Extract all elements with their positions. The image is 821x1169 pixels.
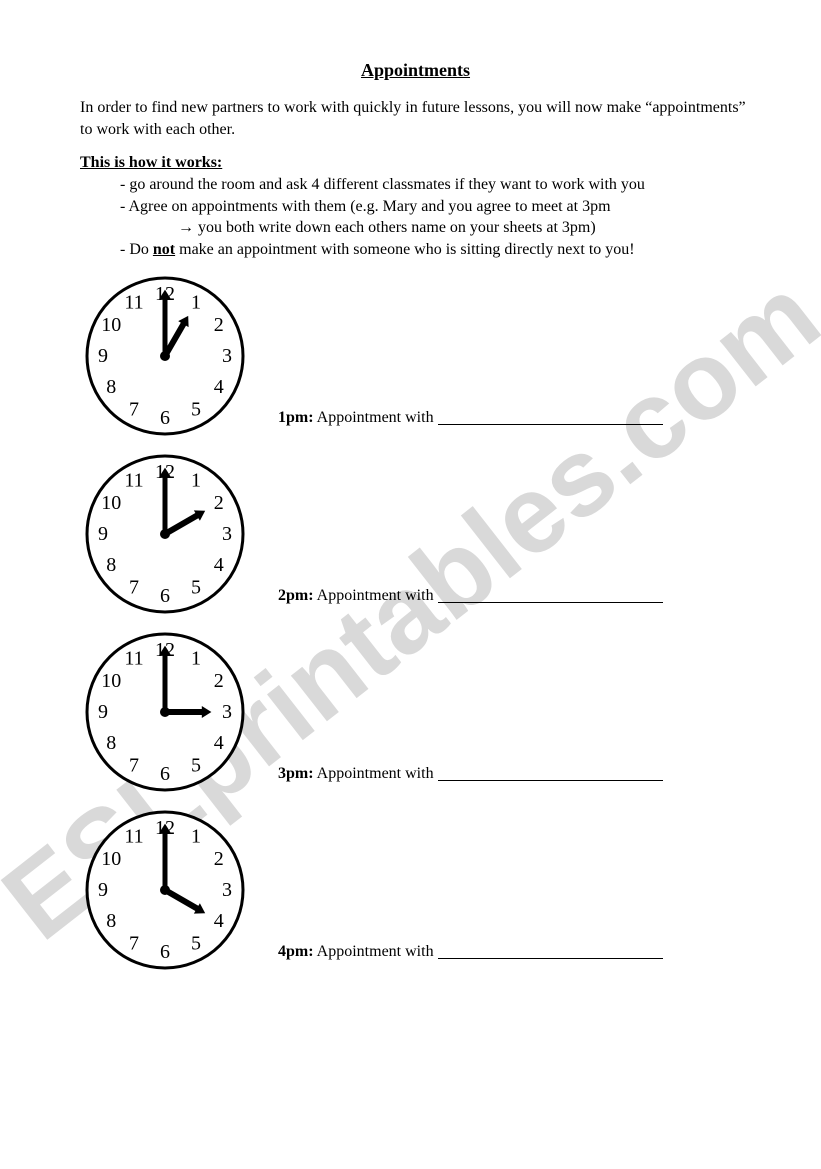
svg-text:1: 1 — [191, 825, 201, 847]
svg-text:4: 4 — [214, 376, 224, 398]
svg-text:10: 10 — [101, 314, 121, 336]
svg-text:9: 9 — [98, 879, 108, 901]
instruction-emphasis: not — [153, 241, 175, 258]
worksheet-page: Appointments In order to find new partne… — [0, 0, 821, 1023]
clock-rows-container: 1234567891011121pm: Appointment with 123… — [80, 271, 751, 975]
svg-text:8: 8 — [106, 376, 116, 398]
svg-text:7: 7 — [129, 576, 139, 598]
instructions-heading: This is how it works: — [80, 154, 751, 172]
clock-icon: 123456789101112 — [80, 627, 250, 797]
instruction-arrow-line: → you both write down each others name o… — [138, 219, 596, 236]
instruction-item: Agree on appointments with them (e.g. Ma… — [120, 196, 751, 239]
appointment-with-text: Appointment with — [314, 587, 438, 604]
svg-text:7: 7 — [129, 398, 139, 420]
intro-paragraph: In order to find new partners to work wi… — [80, 97, 751, 140]
appointment-row: 1234567891011121pm: Appointment with — [80, 271, 751, 441]
instruction-list: go around the room and ask 4 different c… — [80, 174, 751, 260]
instruction-item: go around the room and ask 4 different c… — [120, 174, 751, 196]
svg-text:2: 2 — [214, 848, 224, 870]
svg-text:2: 2 — [214, 670, 224, 692]
svg-text:11: 11 — [124, 647, 143, 669]
svg-text:6: 6 — [160, 407, 170, 429]
svg-text:5: 5 — [191, 754, 201, 776]
svg-text:4: 4 — [214, 732, 224, 754]
svg-text:3: 3 — [222, 345, 232, 367]
svg-text:7: 7 — [129, 754, 139, 776]
svg-text:6: 6 — [160, 585, 170, 607]
appointment-time: 2pm: — [278, 587, 314, 604]
appointment-label: 1pm: Appointment with — [278, 409, 663, 441]
svg-text:6: 6 — [160, 941, 170, 963]
svg-text:3: 3 — [222, 523, 232, 545]
appointment-label: 2pm: Appointment with — [278, 587, 663, 619]
svg-text:11: 11 — [124, 469, 143, 491]
appointment-time: 3pm: — [278, 765, 314, 782]
appointment-time: 1pm: — [278, 409, 314, 426]
name-blank-line[interactable] — [438, 424, 663, 425]
appointment-row: 1234567891011122pm: Appointment with — [80, 449, 751, 619]
instruction-text: Do — [129, 241, 153, 258]
appointment-with-text: Appointment with — [314, 765, 438, 782]
instruction-text: Agree on appointments with them (e.g. Ma… — [128, 198, 610, 215]
svg-text:7: 7 — [129, 932, 139, 954]
svg-text:11: 11 — [124, 291, 143, 313]
svg-text:4: 4 — [214, 554, 224, 576]
page-title: Appointments — [80, 60, 751, 81]
appointment-label: 3pm: Appointment with — [278, 765, 663, 797]
svg-text:8: 8 — [106, 732, 116, 754]
name-blank-line[interactable] — [438, 958, 663, 959]
name-blank-line[interactable] — [438, 602, 663, 603]
appointment-row: 1234567891011123pm: Appointment with — [80, 627, 751, 797]
svg-text:9: 9 — [98, 701, 108, 723]
svg-text:4: 4 — [214, 910, 224, 932]
clock-icon: 123456789101112 — [80, 805, 250, 975]
svg-text:2: 2 — [214, 314, 224, 336]
svg-text:5: 5 — [191, 398, 201, 420]
appointment-time: 4pm: — [278, 943, 314, 960]
appointment-with-text: Appointment with — [314, 409, 438, 426]
svg-text:6: 6 — [160, 763, 170, 785]
svg-text:10: 10 — [101, 492, 121, 514]
svg-text:8: 8 — [106, 910, 116, 932]
instruction-item: Do not make an appointment with someone … — [120, 239, 751, 261]
svg-text:9: 9 — [98, 523, 108, 545]
clock-icon: 123456789101112 — [80, 449, 250, 619]
svg-text:5: 5 — [191, 932, 201, 954]
instruction-text: make an appointment with someone who is … — [175, 241, 634, 258]
svg-text:8: 8 — [106, 554, 116, 576]
svg-text:1: 1 — [191, 469, 201, 491]
svg-text:1: 1 — [191, 647, 201, 669]
svg-text:3: 3 — [222, 879, 232, 901]
svg-text:3: 3 — [222, 701, 232, 723]
svg-text:1: 1 — [191, 291, 201, 313]
svg-text:11: 11 — [124, 825, 143, 847]
svg-text:9: 9 — [98, 345, 108, 367]
appointment-label: 4pm: Appointment with — [278, 943, 663, 975]
name-blank-line[interactable] — [438, 780, 663, 781]
appointment-with-text: Appointment with — [314, 943, 438, 960]
svg-text:5: 5 — [191, 576, 201, 598]
svg-text:10: 10 — [101, 670, 121, 692]
svg-text:10: 10 — [101, 848, 121, 870]
svg-text:2: 2 — [214, 492, 224, 514]
appointment-row: 1234567891011124pm: Appointment with — [80, 805, 751, 975]
clock-icon: 123456789101112 — [80, 271, 250, 441]
